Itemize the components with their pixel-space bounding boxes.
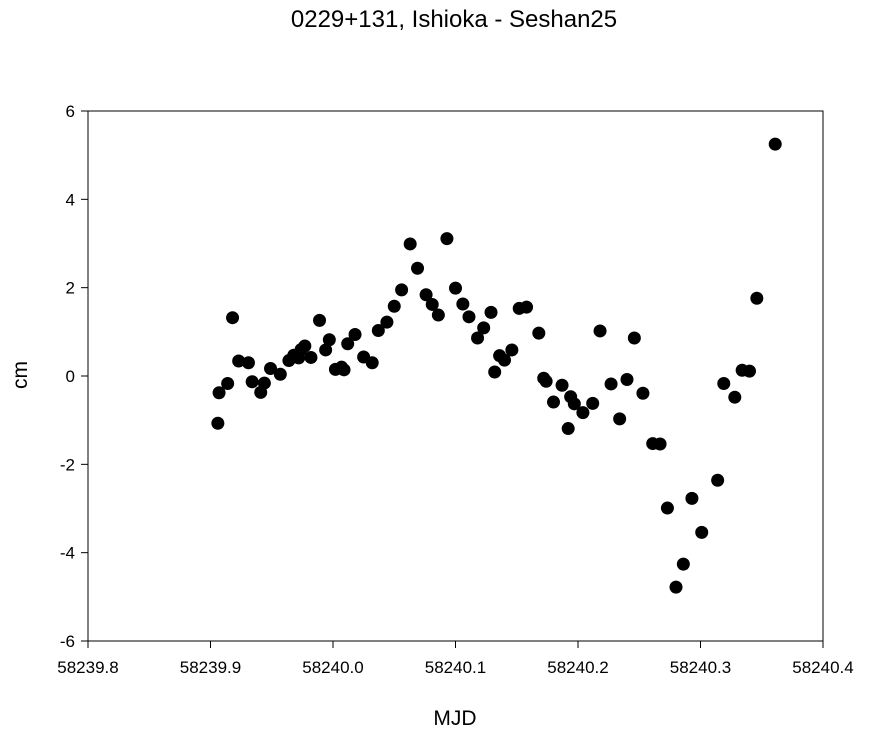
data-point xyxy=(403,237,417,251)
data-point xyxy=(484,305,498,319)
plot-area-frame xyxy=(87,110,824,642)
data-point xyxy=(241,356,255,370)
data-point xyxy=(232,354,246,368)
data-point xyxy=(627,331,641,345)
data-point xyxy=(576,406,590,420)
data-point xyxy=(395,283,409,297)
data-point xyxy=(555,378,569,392)
data-point xyxy=(613,412,627,426)
y-axis-label: cm xyxy=(9,361,32,389)
x-axis-label: MJD xyxy=(433,707,476,730)
data-point xyxy=(319,343,333,357)
data-point xyxy=(341,337,355,351)
x-tick-label: 58239.8 xyxy=(57,658,118,677)
data-point xyxy=(411,261,425,275)
data-point xyxy=(387,299,401,313)
data-point xyxy=(586,396,600,410)
data-point xyxy=(313,313,327,327)
data-point xyxy=(567,397,581,411)
data-point xyxy=(532,326,546,340)
data-point xyxy=(257,376,271,390)
data-points xyxy=(211,137,782,594)
data-point xyxy=(226,311,240,325)
data-point xyxy=(750,291,764,305)
data-point xyxy=(245,375,259,389)
data-point xyxy=(669,580,683,594)
data-point xyxy=(337,363,351,377)
data-point xyxy=(221,377,235,391)
x-tick-label: 58240.1 xyxy=(425,658,486,677)
data-point xyxy=(768,137,782,151)
x-tick-label: 58240.4 xyxy=(792,658,853,677)
data-point xyxy=(717,377,731,391)
y-tick-label: 2 xyxy=(66,279,75,298)
data-point xyxy=(685,491,699,505)
x-tick-label: 58240.0 xyxy=(302,658,363,677)
data-point xyxy=(212,386,226,400)
data-point xyxy=(322,333,336,347)
chart-title: 0229+131, Ishioka - Seshan25 xyxy=(291,6,617,33)
y-tick-label: 6 xyxy=(66,102,75,121)
data-point xyxy=(539,374,553,388)
data-point xyxy=(520,300,534,314)
data-point xyxy=(498,353,511,367)
data-point xyxy=(273,367,287,381)
x-tick-label: 58240.2 xyxy=(547,658,608,677)
data-point xyxy=(456,297,470,311)
data-point xyxy=(653,437,667,451)
data-point xyxy=(462,310,476,324)
data-point xyxy=(365,356,379,370)
data-point xyxy=(728,390,742,404)
data-point xyxy=(380,315,394,329)
data-point xyxy=(449,281,462,295)
data-point xyxy=(264,361,278,375)
data-point xyxy=(488,365,502,379)
data-point xyxy=(211,416,225,430)
data-point xyxy=(304,350,318,364)
data-point xyxy=(676,557,690,571)
data-point xyxy=(561,422,575,436)
y-tick-label: -6 xyxy=(60,632,75,651)
x-tick-label: 58240.3 xyxy=(670,658,731,677)
data-point xyxy=(711,473,725,487)
y-tick-label: 0 xyxy=(66,367,75,386)
data-point xyxy=(593,324,607,338)
axis-ticks: 58239.8 58239.9 58240.0 58240.1 58240.2 58240… xyxy=(57,102,853,677)
data-point xyxy=(636,386,650,400)
data-point xyxy=(660,501,674,515)
y-tick-label: -4 xyxy=(60,544,75,563)
data-point xyxy=(695,525,709,539)
data-point xyxy=(505,343,519,357)
data-point xyxy=(419,288,433,302)
x-tick-label: 58239.9 xyxy=(180,658,241,677)
data-point xyxy=(348,327,362,341)
data-point xyxy=(471,331,485,345)
y-tick-label: 4 xyxy=(66,190,75,209)
data-point xyxy=(371,324,385,338)
data-point xyxy=(620,373,634,387)
data-point xyxy=(425,297,439,311)
data-point xyxy=(298,339,312,353)
data-point xyxy=(477,321,491,335)
y-tick-label: -2 xyxy=(60,455,75,474)
data-point xyxy=(431,308,445,322)
data-point xyxy=(547,395,560,409)
data-point xyxy=(743,364,756,378)
data-point xyxy=(604,377,618,391)
data-point xyxy=(440,232,454,246)
